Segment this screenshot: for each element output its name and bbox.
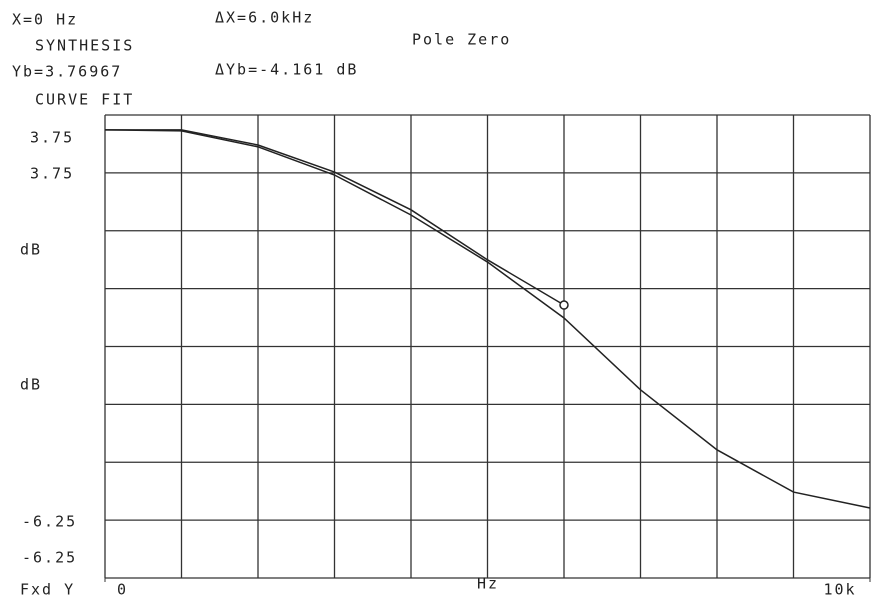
line-series (104, 129, 871, 509)
annotation: ΔYb=-4.161 dB (215, 61, 358, 79)
y-label: -6.25 (22, 513, 77, 531)
legend-label: SYNTHESIS (35, 37, 134, 55)
annotation: Fxd Y (20, 581, 75, 599)
marker (559, 300, 569, 310)
y-label: 3.75 (30, 129, 74, 147)
y-label: 3.75 (30, 165, 74, 183)
y-label: -6.25 (22, 549, 77, 567)
line-series (105, 129, 565, 306)
annotation: Pole Zero (412, 31, 511, 49)
y-label: dB (20, 376, 42, 394)
x-tick-label: 0 (117, 581, 128, 599)
y-label: dB (20, 241, 42, 259)
annotation: X=0 Hz (12, 11, 78, 29)
x-tick-label: 10k (823, 581, 856, 599)
annotation: Yb=3.76967 (12, 63, 122, 81)
annotation: ΔX=6.0kHz (215, 9, 314, 27)
legend-label: CURVE FIT (35, 91, 134, 109)
x-axis-label: Hz (477, 575, 499, 593)
